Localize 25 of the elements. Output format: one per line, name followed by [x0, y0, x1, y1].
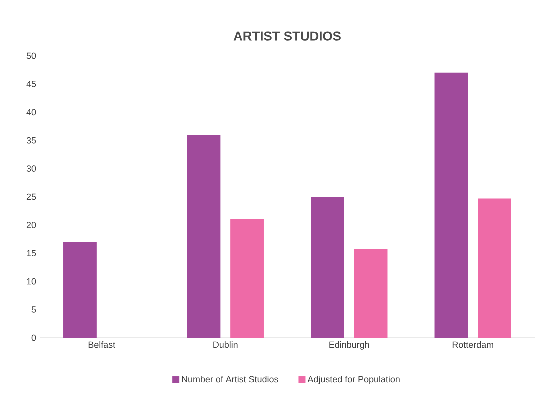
- x-tick-label: Belfast: [88, 342, 116, 348]
- legend-label: Number of Artist Studios: [182, 376, 278, 383]
- x-tick-label: Edinburgh: [330, 342, 370, 350]
- y-tick-label: 30: [26, 166, 36, 172]
- y-tick-label: 5: [32, 306, 36, 313]
- bar: [311, 197, 344, 338]
- y-tick-label: 10: [27, 278, 36, 285]
- bar: [230, 220, 264, 338]
- y-tick-label: 20: [26, 222, 36, 228]
- y-tick-label: 45: [26, 81, 36, 88]
- x-tick-label: Rotterdam: [452, 342, 494, 348]
- legend-label: Adjusted for Population: [308, 376, 400, 384]
- bar: [64, 242, 97, 338]
- y-tick-label: 40: [26, 109, 36, 116]
- x-tick-label: Dublin: [214, 342, 238, 348]
- bar: [478, 198, 512, 338]
- bar: [434, 72, 468, 338]
- y-tick-label: 15: [27, 250, 36, 257]
- y-tick-label: 25: [26, 194, 36, 200]
- y-tick-label: 50: [26, 52, 36, 60]
- y-tick-label: 0: [32, 334, 36, 342]
- bar: [187, 134, 221, 338]
- y-tick-label: 35: [26, 137, 36, 144]
- chart-title: ARTIST STUDIOS: [234, 32, 341, 41]
- bar: [354, 249, 388, 338]
